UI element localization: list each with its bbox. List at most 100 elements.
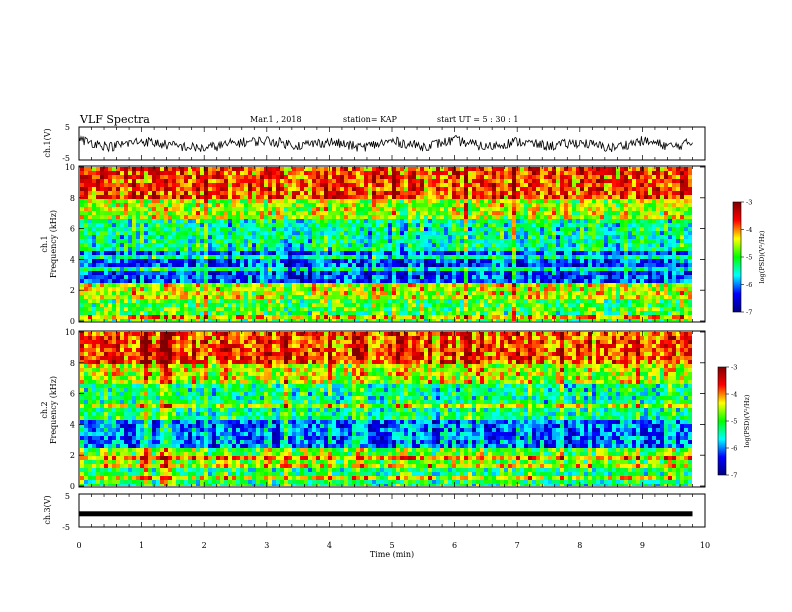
spectrogram-cell: [92, 167, 96, 171]
spectrogram-cell: [320, 255, 324, 259]
spectrogram-cell: [240, 183, 244, 187]
spectrogram-cell: [500, 195, 504, 199]
spectrogram-cell: [416, 179, 420, 183]
spectrogram-cell: [316, 183, 320, 187]
spectrogram-cell: [244, 191, 248, 195]
spectrogram-cell: [428, 283, 432, 287]
spectrogram-cell: [576, 231, 580, 235]
spectrogram-cell: [360, 167, 364, 171]
spectrogram-cell: [548, 211, 552, 215]
spectrogram-cell: [260, 211, 264, 215]
spectrogram-cell: [260, 271, 264, 275]
spectrogram-cell: [324, 239, 328, 243]
spectrogram-cell: [444, 227, 448, 231]
spectrogram-cell: [100, 255, 104, 259]
spectrogram-cell: [140, 263, 144, 267]
spectrogram-cell: [584, 211, 588, 215]
spectrogram-cell: [280, 295, 284, 299]
spectrogram-cell: [224, 223, 228, 227]
spectrogram-cell: [348, 175, 352, 179]
spectrogram-cell: [620, 203, 624, 207]
spectrogram-cell: [120, 195, 124, 199]
spectrogram-cell: [272, 191, 276, 195]
spectrogram-cell: [272, 259, 276, 263]
spectrogram-cell: [148, 231, 152, 235]
spectrogram-cell: [356, 263, 360, 267]
spectrogram-cell: [444, 271, 448, 275]
spectrogram-cell: [156, 207, 160, 211]
spectrogram-cell: [532, 255, 536, 259]
spectrogram-cell: [428, 259, 432, 263]
spectrogram-cell: [332, 267, 336, 271]
spectrogram-cell: [104, 203, 108, 207]
spectrogram-cell: [664, 267, 668, 271]
spectrogram-cell: [556, 167, 560, 171]
spectrogram-cell: [336, 183, 340, 187]
spectrogram-cell: [620, 175, 624, 179]
spectrogram-cell: [336, 223, 340, 227]
spectrogram-cell: [236, 199, 240, 203]
spectrogram-cell: [340, 223, 344, 227]
ch1-spectrogram-image: [80, 167, 692, 321]
spectrogram-cell: [516, 247, 520, 251]
spectrogram-cell: [340, 179, 344, 183]
spectrogram-cell: [368, 223, 372, 227]
spectrogram-cell: [488, 287, 492, 291]
spectrogram-cell: [468, 223, 472, 227]
spectrogram-cell: [112, 179, 116, 183]
spectrogram-cell: [548, 259, 552, 263]
spectrogram-cell: [456, 283, 460, 287]
spectrogram-cell: [268, 191, 272, 195]
spectrogram-cell: [376, 259, 380, 263]
spectrogram-cell: [464, 239, 468, 243]
spectrogram-cell: [572, 267, 576, 271]
spectrogram-cell: [288, 287, 292, 291]
spectrogram-cell: [588, 263, 592, 267]
spectrogram-cell: [544, 275, 548, 279]
spectrogram-cell: [136, 283, 140, 287]
spectrogram-cell: [204, 283, 208, 287]
spectrogram-cell: [196, 291, 200, 295]
spectrogram-cell: [396, 179, 400, 183]
spectrogram-cell: [212, 263, 216, 267]
spectrogram-cell: [136, 247, 140, 251]
spectrogram-cell: [288, 171, 292, 175]
spectrogram-cell: [452, 207, 456, 211]
spectrogram-cell: [308, 239, 312, 243]
spectrogram-cell: [196, 171, 200, 175]
spectrogram-cell: [428, 179, 432, 183]
spectrogram-cell: [416, 255, 420, 259]
spectrogram-cell: [280, 203, 284, 207]
spectrogram-cell: [504, 267, 508, 271]
spectrogram-cell: [312, 207, 316, 211]
spectrogram-cell: [344, 187, 348, 191]
spectrogram-cell: [172, 219, 176, 223]
spectrogram-cell: [184, 263, 188, 267]
spectrogram-cell: [456, 199, 460, 203]
spectrogram-cell: [492, 247, 496, 251]
spectrogram-cell: [592, 267, 596, 271]
spectrogram-cell: [516, 291, 520, 295]
spectrogram-cell: [412, 287, 416, 291]
spectrogram-cell: [400, 271, 404, 275]
spectrogram-cell: [588, 187, 592, 191]
spectrogram-cell: [96, 175, 100, 179]
spectrogram-cell: [172, 175, 176, 179]
spectrogram-cell: [256, 175, 260, 179]
spectrogram-cell: [676, 167, 680, 171]
spectrogram-cell: [444, 291, 448, 295]
spectrogram-cell: [664, 207, 668, 211]
spectrogram-cell: [336, 171, 340, 175]
spectrogram-cell: [396, 255, 400, 259]
spectrogram-cell: [384, 263, 388, 267]
spectrogram-cell: [152, 259, 156, 263]
spectrogram-cell: [644, 283, 648, 287]
spectrogram-cell: [272, 263, 276, 267]
spectrogram-cell: [424, 207, 428, 211]
spectrogram-cell: [624, 167, 628, 171]
spectrogram-cell: [616, 231, 620, 235]
spectrogram-cell: [156, 199, 160, 203]
spectrogram-cell: [172, 259, 176, 263]
spectrogram-cell: [528, 179, 532, 183]
spectrogram-cell: [688, 191, 692, 195]
